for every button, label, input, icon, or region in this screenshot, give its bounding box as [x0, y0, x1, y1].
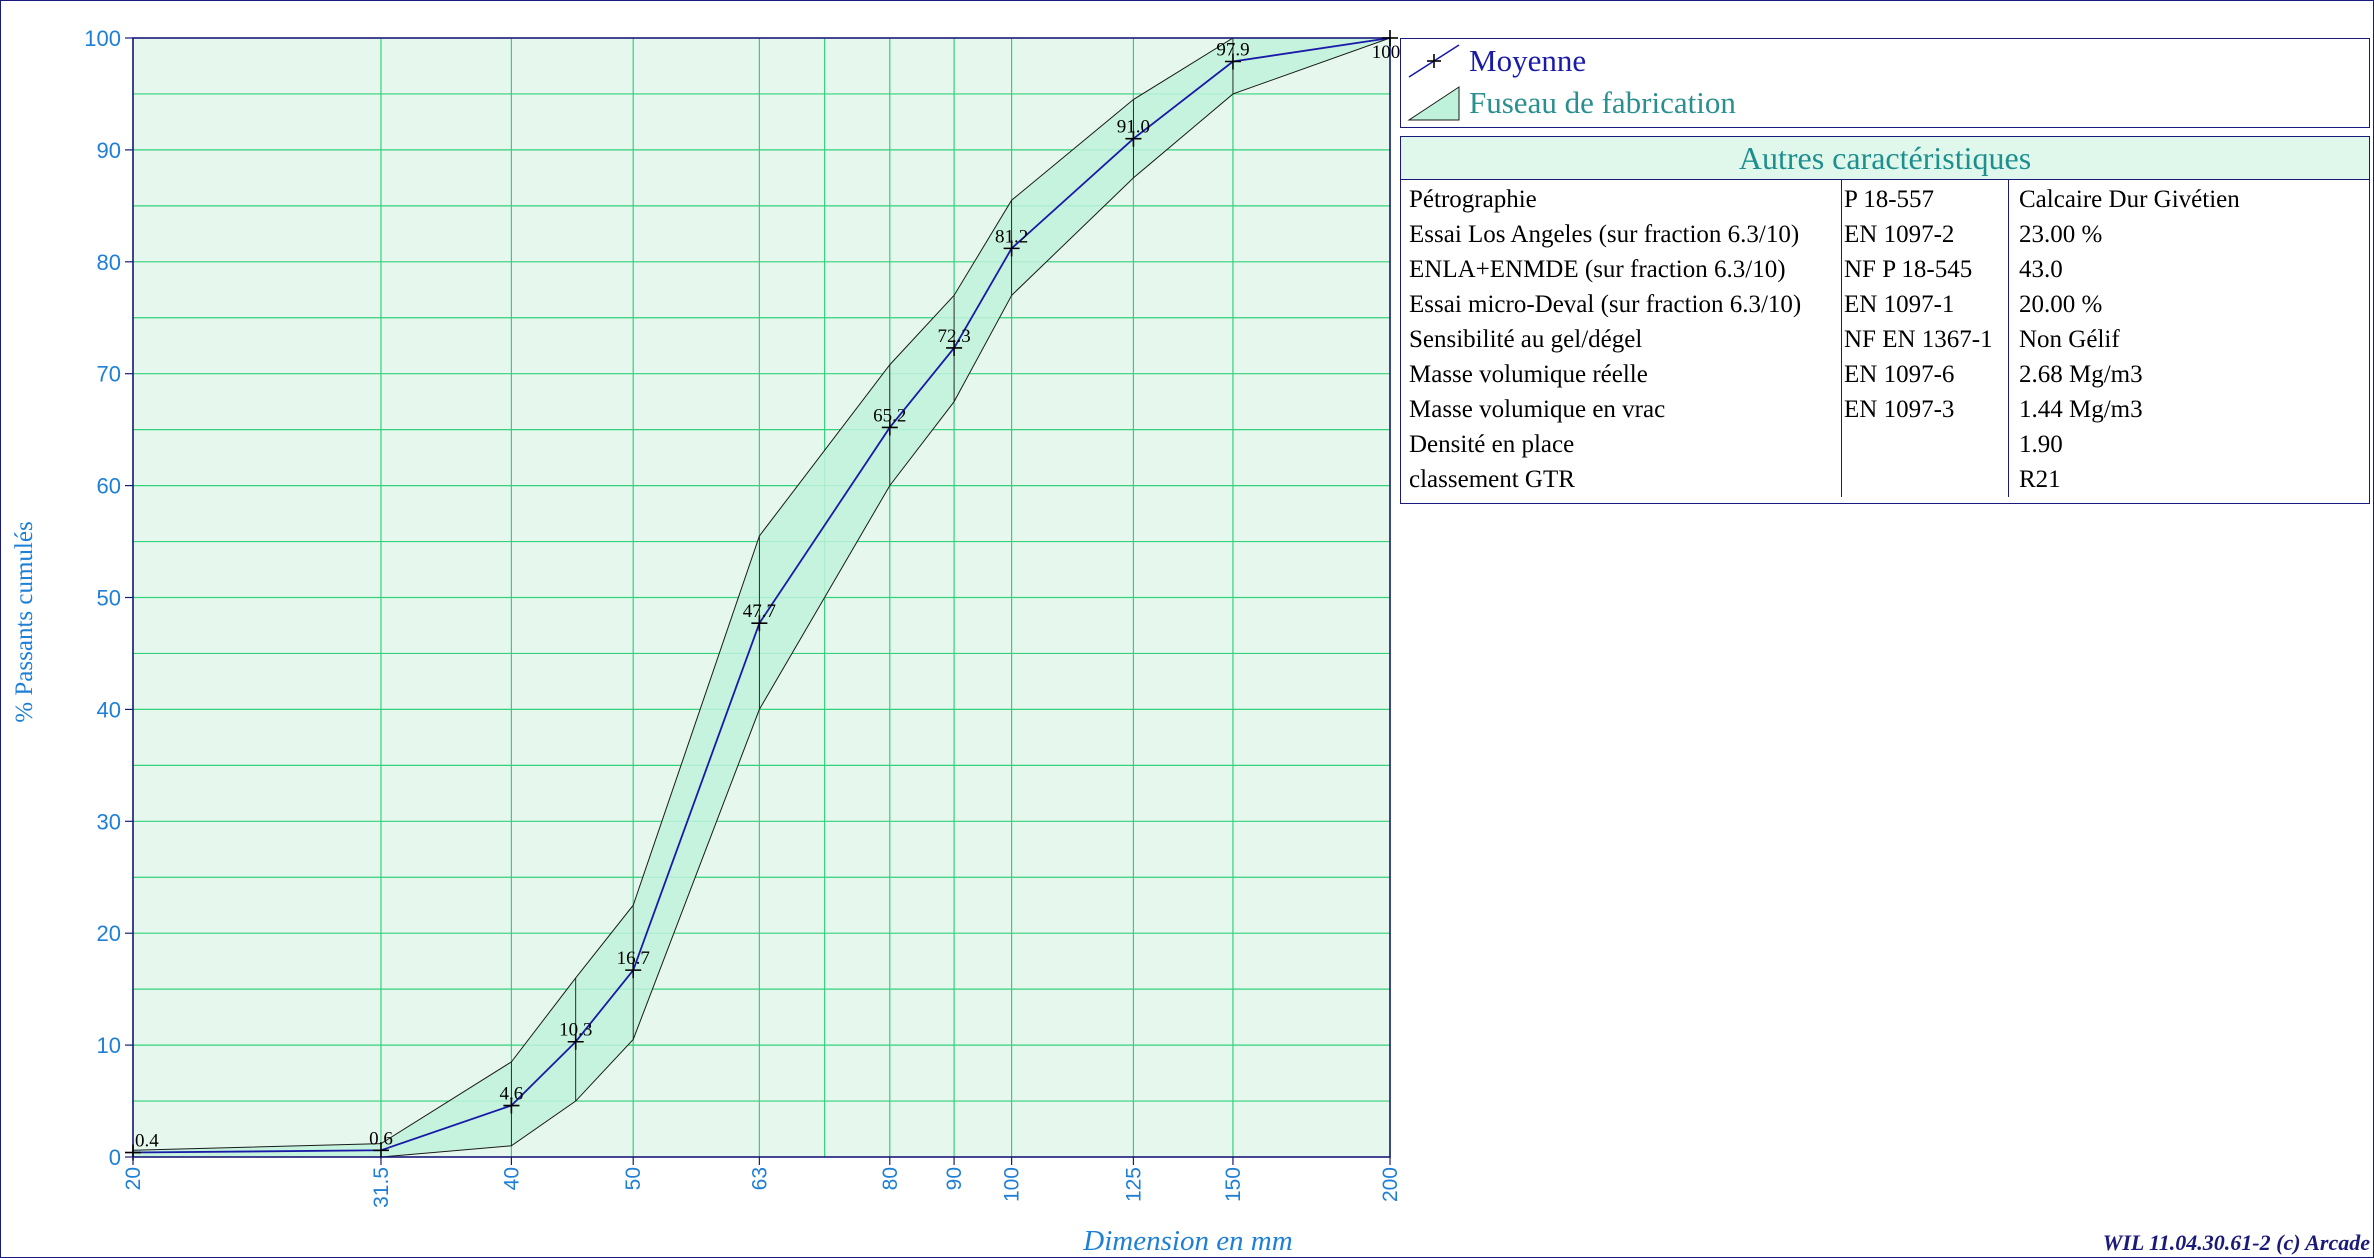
table-row: Sensibilité au gel/dégel NF EN 1367-1 Non … — [1401, 322, 2369, 357]
table-row: Essai Los Angeles (sur fraction 6.3/10) E… — [1401, 217, 2369, 252]
characteristic-name: ENLA+ENMDE (sur fraction 6.3/10) — [1401, 252, 1842, 287]
legend: Moyenne Fuseau de fabrication — [1400, 38, 2370, 128]
characteristic-norm: NF EN 1367-1 — [1841, 322, 2009, 357]
characteristic-norm — [1841, 462, 2009, 497]
x-tick-label: 100 — [1001, 1167, 1024, 1202]
data-label: 91.0 — [1117, 117, 1150, 138]
characteristic-name: Masse volumique réelle — [1401, 357, 1842, 392]
characteristic-norm: P 18-557 — [1841, 180, 2009, 217]
table-row: ENLA+ENMDE (sur fraction 6.3/10) NF P 18-… — [1401, 252, 2369, 287]
characteristic-norm: EN 1097-3 — [1841, 392, 2009, 427]
table-row: Pétrographie P 18-557 Calcaire Dur Givétie… — [1401, 180, 2369, 217]
characteristic-value: 43.0 — [2019, 255, 2063, 283]
x-axis-title: Dimension en mm — [1082, 1225, 1292, 1257]
band-lower-edge — [133, 37, 1391, 1158]
characteristic-value: R21 — [2019, 465, 2061, 493]
characteristic-name: Essai Los Angeles (sur fraction 6.3/10) — [1401, 217, 1842, 252]
y-tick-label: 30 — [97, 809, 121, 834]
x-tick-label: 90 — [943, 1167, 966, 1190]
plot-area: 0.4 0.6 4.6 10.3 16.7 47.7 65.2 72.3 81.2 91.0 97.… — [84, 26, 1402, 1208]
x-tick-label: 20 — [122, 1167, 145, 1190]
characteristic-norm: EN 1097-6 — [1841, 357, 2009, 392]
y-tick-label: 20 — [97, 921, 121, 946]
data-label: 0.6 — [369, 1128, 393, 1149]
x-tick-label: 80 — [879, 1167, 902, 1190]
characteristic-norm: EN 1097-2 — [1841, 217, 2009, 252]
mean-line-swatch — [1408, 44, 1460, 78]
characteristic-name: Pétrographie — [1401, 180, 1842, 217]
data-label: 47.7 — [743, 601, 776, 622]
y-tick-label: 80 — [97, 250, 121, 275]
table-row: Densité en place 1.90 — [1401, 427, 2369, 462]
mean-series-line — [132, 37, 1391, 1154]
data-label: 97.9 — [1216, 39, 1249, 60]
characteristic-value: 23.00 % — [2019, 220, 2103, 248]
x-tick-label: 40 — [500, 1167, 523, 1190]
x-tick-label: 150 — [1222, 1167, 1245, 1202]
x-tick-label: 200 — [1379, 1167, 1402, 1202]
characteristic-name: Essai micro-Deval (sur fraction 6.3/10) — [1401, 287, 1842, 322]
legend-item-mean: Moyenne — [1407, 41, 1586, 81]
y-tick-label: 100 — [84, 26, 121, 51]
table-row: Essai micro-Deval (sur fraction 6.3/10) E… — [1401, 287, 2369, 322]
data-label: 16.7 — [617, 948, 650, 969]
footer-copyright: WIL 11.04.30.61-2 (c) Arcade — [2102, 1230, 2370, 1255]
y-tick-label: 70 — [97, 362, 121, 387]
x-tick-label: 125 — [1122, 1167, 1145, 1202]
band-swatch — [1407, 86, 1460, 121]
characteristic-value: 20.00 % — [2019, 290, 2103, 318]
data-label: 81.2 — [995, 226, 1028, 247]
characteristics-panel: Autres caractéristiques Pétrographie P 18… — [1400, 136, 2370, 504]
characteristic-value: 1.90 — [2019, 430, 2063, 458]
y-tick-label: 10 — [97, 1033, 121, 1058]
y-tick-label: 60 — [97, 474, 121, 499]
data-label: 0.4 — [135, 1131, 159, 1152]
characteristic-value: 1.44 Mg/m3 — [2019, 395, 2143, 423]
data-label: 4.6 — [500, 1084, 524, 1105]
data-label: 72.3 — [937, 326, 970, 347]
characteristics-table: Pétrographie P 18-557 Calcaire Dur Givétie… — [1401, 180, 2369, 497]
characteristic-value: Calcaire Dur Givétien — [2019, 185, 2240, 213]
legend-item-band: Fuseau de fabrication — [1407, 83, 1736, 123]
characteristic-norm — [1841, 427, 2009, 462]
characteristics-title: Autres caractéristiques — [1401, 137, 2369, 180]
characteristic-name: Sensibilité au gel/dégel — [1401, 322, 1842, 357]
characteristic-norm: NF P 18-545 — [1841, 252, 2009, 287]
table-row: classement GTR R21 — [1401, 462, 2369, 497]
data-label: 100 — [1372, 42, 1401, 63]
y-tick-label: 90 — [97, 138, 121, 163]
legend-band-label: Fuseau de fabrication — [1469, 85, 1736, 120]
y-tick-label: 0 — [109, 1145, 121, 1170]
y-tick-label: 50 — [97, 586, 121, 611]
legend-mean-label: Moyenne — [1469, 43, 1587, 78]
characteristic-value: 2.68 Mg/m3 — [2019, 360, 2143, 388]
characteristic-name: classement GTR — [1401, 462, 1842, 497]
band-area — [133, 38, 1390, 1157]
x-tick-label: 63 — [748, 1167, 771, 1190]
y-axis-title: % Passants cumulés — [11, 521, 38, 722]
x-tick-label: 50 — [622, 1167, 645, 1190]
band-upper-edge — [132, 37, 1390, 1151]
data-label: 10.3 — [559, 1020, 592, 1041]
data-label: 65.2 — [873, 405, 906, 426]
table-row: Masse volumique en vrac EN 1097-3 1.44 Mg/… — [1401, 392, 2369, 427]
characteristic-name: Densité en place — [1401, 427, 1842, 462]
y-tick-label: 40 — [97, 697, 121, 722]
characteristic-norm: EN 1097-1 — [1841, 287, 2009, 322]
x-tick-label: 31.5 — [370, 1167, 393, 1208]
characteristic-value: Non Gélif — [2019, 325, 2120, 353]
characteristic-name: Masse volumique en vrac — [1401, 392, 1842, 427]
table-row: Masse volumique réelle EN 1097-6 2.68 Mg/m… — [1401, 357, 2369, 392]
